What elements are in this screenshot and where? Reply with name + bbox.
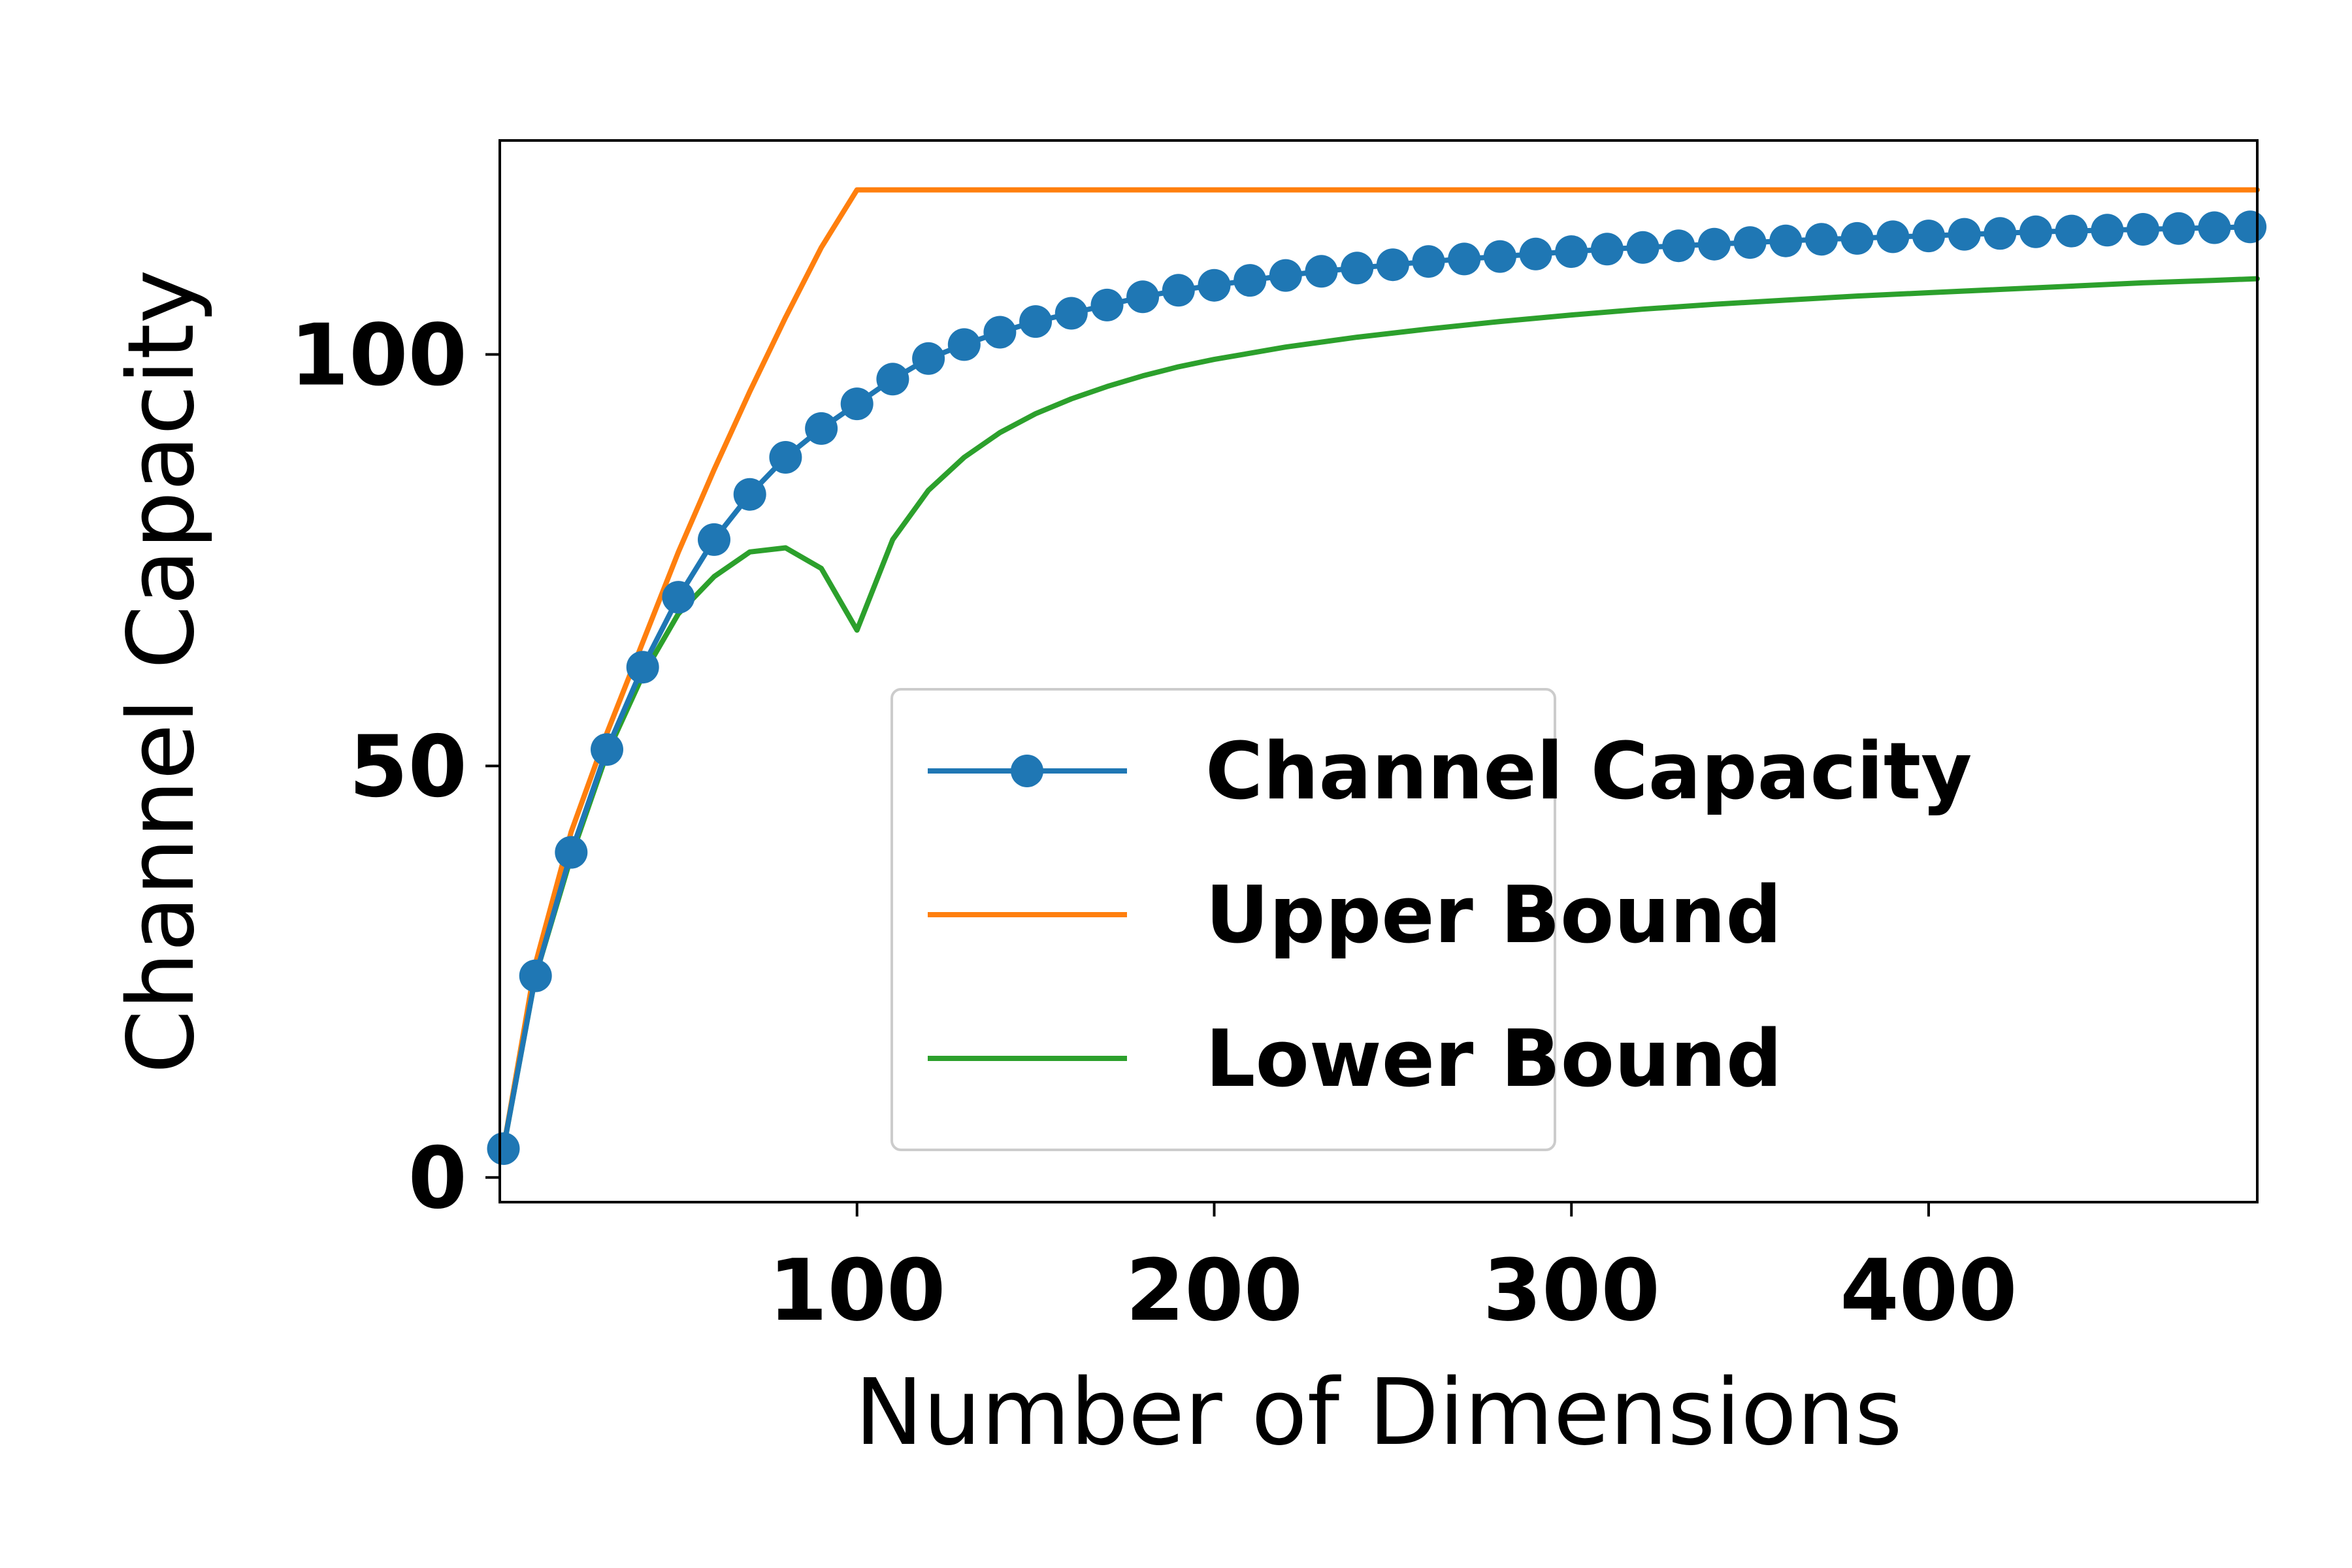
data-point [2198, 211, 2231, 244]
data-point [1198, 269, 1231, 302]
legend-label: Lower Bound [1205, 1014, 1782, 1105]
y-axis-title: Channel Capacity [108, 269, 215, 1073]
data-point [1341, 252, 1374, 285]
legend-item-lower-bound: Lower Bound [928, 1014, 1782, 1105]
y-tick-label: 50 [349, 717, 467, 816]
series-line-lower-bound [500, 276, 2260, 1152]
data-point [555, 836, 588, 869]
data-point [1448, 242, 1481, 276]
x-tick-label: 400 [1840, 1241, 2017, 1340]
data-point [1412, 245, 1445, 278]
data-point [1376, 248, 1409, 282]
series-channel-capacity [487, 210, 2267, 1166]
data-point [1840, 221, 1874, 255]
data-point [947, 328, 981, 361]
y-tick-label: 0 [408, 1128, 467, 1228]
data-point [1662, 229, 1695, 263]
data-point [1948, 218, 1981, 251]
x-axis-ticks: 100 200 300 400 [768, 1202, 2017, 1340]
series-layer [487, 187, 2267, 1166]
y-tick-label: 100 [290, 306, 467, 405]
data-point [662, 581, 695, 614]
data-point [1305, 255, 1338, 288]
x-tick-label: 200 [1126, 1241, 1303, 1340]
legend-marker [1011, 755, 1043, 787]
data-point [1233, 264, 1267, 297]
data-point [1019, 305, 1053, 338]
data-point [1090, 288, 1124, 321]
data-point [1733, 226, 1767, 259]
data-point [733, 478, 766, 511]
data-point [1912, 220, 1945, 253]
x-tick-label: 300 [1483, 1241, 1660, 1340]
data-point [2162, 212, 2195, 245]
plot-frame [498, 139, 2259, 1203]
data-point [1269, 259, 1302, 292]
x-tick-label: 100 [768, 1241, 945, 1340]
data-point [1805, 223, 1838, 256]
data-point [876, 363, 909, 396]
data-point [487, 1132, 520, 1166]
data-point [1555, 235, 1588, 269]
data-point [2127, 213, 2159, 246]
data-point [1697, 227, 1731, 261]
data-point [769, 441, 802, 474]
y-axis-ticks: 0 50 100 [290, 306, 500, 1228]
data-point [912, 342, 945, 375]
data-point [626, 651, 659, 684]
data-point [1769, 224, 1803, 257]
data-point [2019, 215, 2052, 248]
legend-items: Channel Capacity Upper Bound Lower Bound [928, 727, 1972, 1105]
legend-box [890, 688, 1556, 1151]
legend-item-channel-capacity: Channel Capacity [928, 727, 1972, 817]
data-point [2091, 214, 2124, 247]
data-point [1162, 274, 1195, 307]
legend: Channel Capacity Upper Bound Lower Bound [890, 688, 1972, 1151]
data-point [1126, 280, 1160, 314]
series-lower-bound [500, 276, 2260, 1152]
data-point [1984, 217, 2017, 250]
data-point [2055, 214, 2088, 248]
legend-item-upper-bound: Upper Bound [928, 870, 1782, 961]
data-point [698, 523, 730, 556]
data-point [983, 316, 1017, 349]
data-point [1519, 237, 1552, 270]
data-point [1590, 233, 1624, 266]
data-point [591, 733, 623, 766]
legend-label: Channel Capacity [1205, 727, 1972, 817]
data-point [805, 412, 838, 445]
data-point [1626, 231, 1659, 264]
data-point [2234, 210, 2267, 244]
data-point [1483, 240, 1516, 273]
data-point [1876, 220, 1910, 253]
data-point [519, 959, 552, 992]
legend-label: Upper Bound [1205, 870, 1782, 961]
x-axis-title: Number of Dimensions [855, 1360, 1902, 1466]
data-point [1054, 297, 1088, 330]
data-point [840, 387, 874, 421]
